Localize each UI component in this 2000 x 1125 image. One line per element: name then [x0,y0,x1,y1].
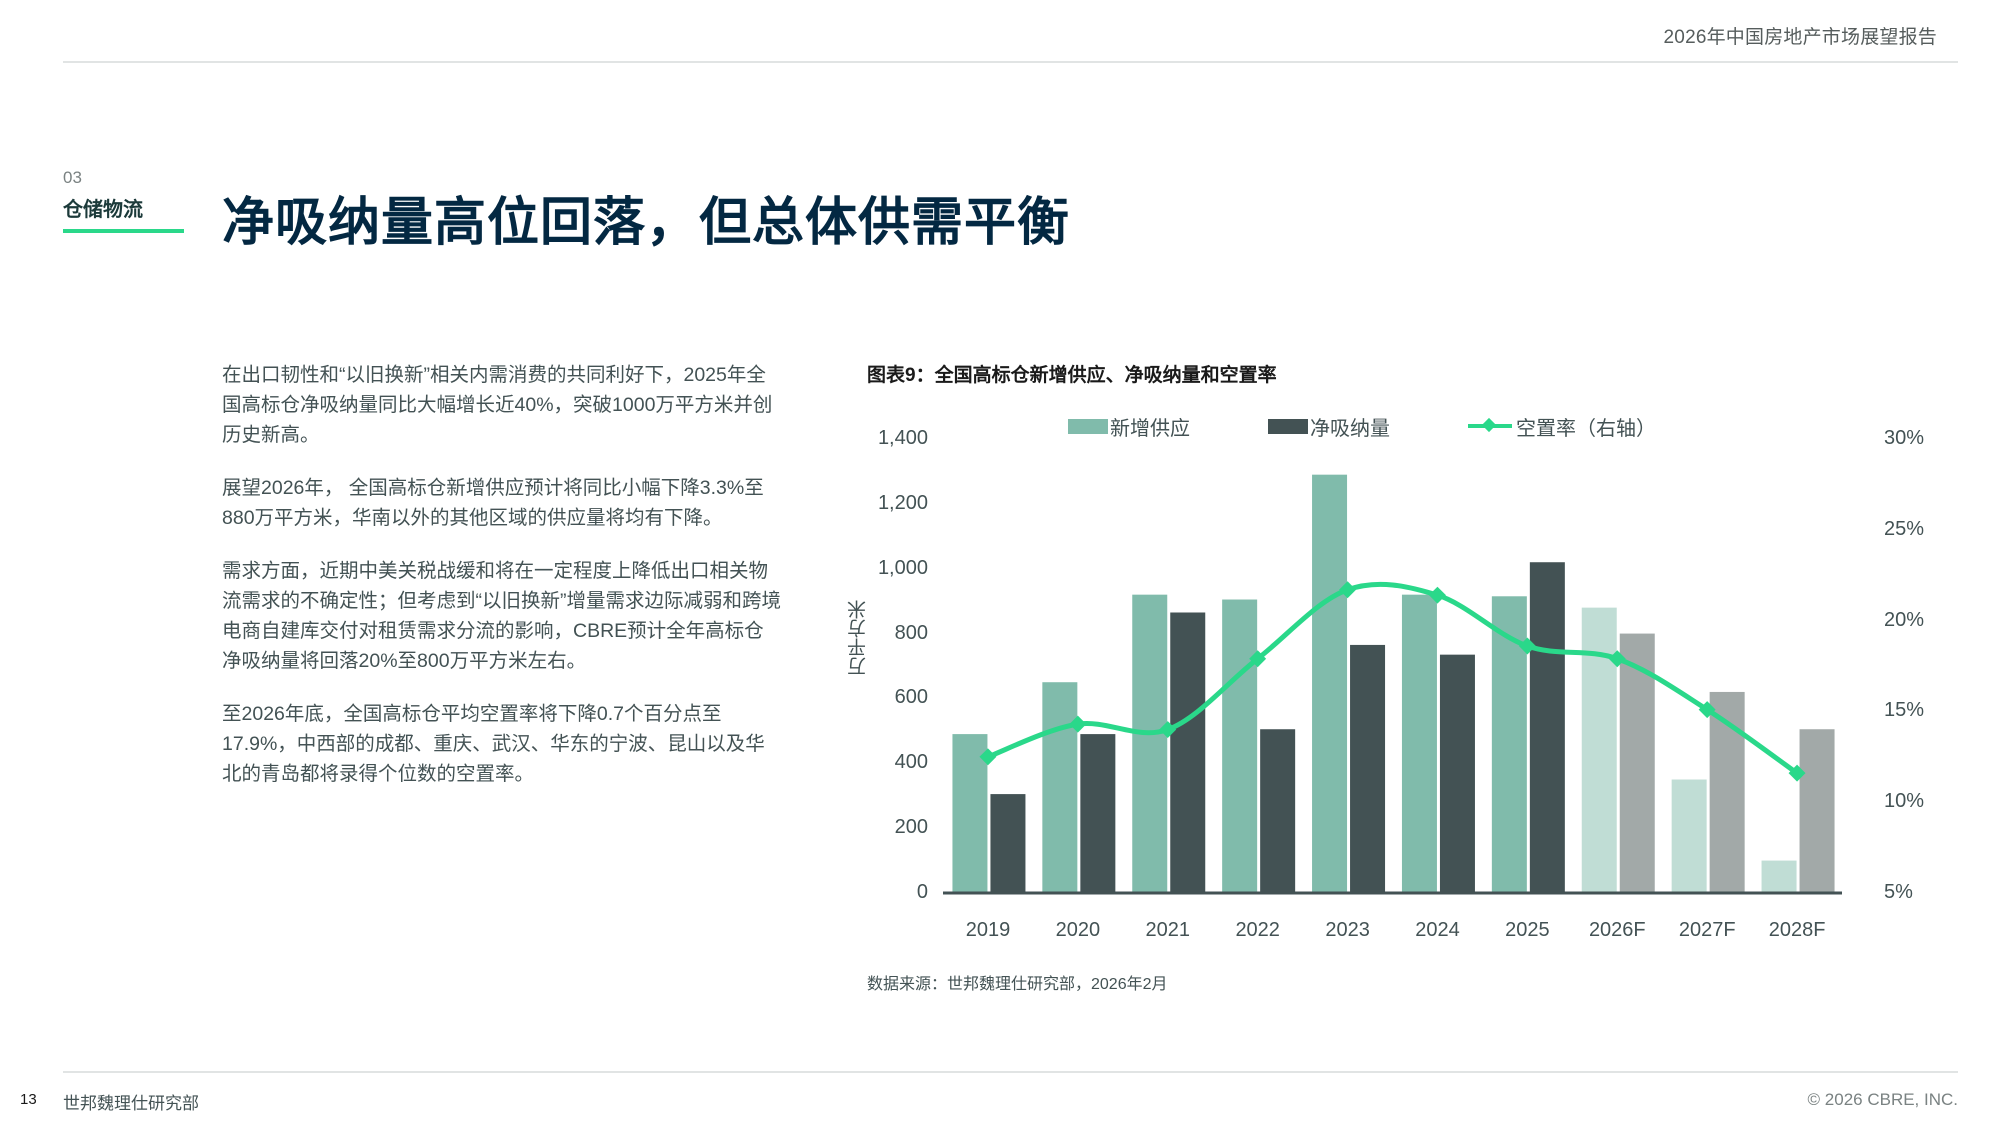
left-axis-tick: 1,400 [877,427,928,449]
y-axis-title: 万平方米 [848,600,869,676]
left-axis-tick: 200 [894,816,928,839]
page-title: 净吸纳量高位回落，但总体供需平衡 [222,192,1071,253]
right-axis-tick: 15% [1884,699,1925,722]
right-axis-tick: 20% [1884,608,1925,631]
vacancy-marker-2022 [1249,650,1267,668]
vacancy-line [987,581,1799,776]
bar-absorption-2023 [1350,644,1386,893]
left-axis-tick: 0 [916,881,928,903]
legend-item-vacancy: 空置率（右轴） [1468,412,1656,441]
bar-supply-2022 [1222,599,1258,893]
vacancy-marker-2024 [1428,586,1446,604]
bar-supply-2023 [1312,474,1348,893]
supply-swatch-icon [1068,418,1108,434]
body-paragraph: 需求方面，近期中美关税战缓和将在一定程度上降低出口相关物流需求的不确定性；但考虑… [222,560,781,672]
bar-absorption-2020 [1080,734,1116,893]
x-axis-tick: 2022 [1235,919,1280,941]
body-paragraph: 至2026年底，全国高标仓平均空置率将下降0.7个百分点至17.9%，中西部的成… [222,703,765,785]
left-axis-tick: 1,000 [877,556,928,579]
bar-supply-2025 [1491,596,1527,893]
bar-absorption-2019 [990,794,1026,893]
bar-supply-2021 [1132,594,1168,893]
vacancy-marker-2023 [1339,581,1357,599]
x-axis-tick: 2021 [1145,919,1191,941]
x-axis-tick: 2027F [1678,919,1736,941]
bar-supply-2026F [1581,607,1617,893]
vacancy-marker-2026F [1608,650,1626,668]
legend-item-absorption: 净吸纳量 [1268,412,1390,441]
absorption-swatch-icon [1268,418,1308,434]
body-paragraph: 在出口韧性和“以旧换新”相关内需消费的共同利好下，2025年全国高标仓净吸纳量同… [222,364,773,446]
bar-supply-2027F [1671,779,1707,893]
right-axis-tick: 30% [1884,427,1925,449]
right-axis-tick: 5% [1884,881,1913,903]
bar-supply-2024 [1401,594,1437,893]
left-axis-tick: 1,200 [877,491,928,514]
left-axis-tick: 800 [894,621,928,644]
x-axis-tick: 2019 [965,919,1011,941]
x-axis-tick: 2020 [1055,919,1101,941]
bar-absorption-2025 [1529,562,1565,893]
right-axis-tick: 10% [1884,790,1925,813]
section-number: 03 [63,168,82,187]
chart-legend: 新增供应 净吸纳量 空置率（右轴） [1068,415,1734,440]
body-text: 在出口韧性和“以旧换新”相关内需消费的共同利好下，2025年全国高标仓净吸纳量同… [222,360,782,812]
chart-source: 数据来源：世邦魏理仕研究部，2026年2月 [867,976,1168,993]
bar-supply-2028F [1761,860,1797,893]
legend-label: 净吸纳量 [1310,417,1390,440]
page-number: 13 [20,1091,37,1108]
x-axis-tick: 2028F [1768,919,1826,941]
vacancy-marker-2019 [979,748,997,766]
section-label: 仓储物流 [63,199,143,221]
x-axis-tick: 2023 [1325,919,1370,941]
vacancy-marker-2020 [1069,715,1087,733]
bar-absorption-2026F [1619,633,1655,893]
body-paragraph: 展望2026年， 全国高标仓新增供应预计将同比小幅下降3.3%至880万平方米，… [222,477,764,529]
footer-divider [63,1071,1958,1073]
vacancy-line-icon [1468,417,1512,433]
vacancy-marker-2021 [1159,721,1177,739]
footer-org: 世邦魏理仕研究部 [63,1094,199,1113]
bar-absorption-2021 [1170,612,1206,893]
x-axis-tick: 2024 [1415,919,1460,941]
x-axis-tick: 2025 [1505,919,1550,941]
left-axis-tick: 600 [894,686,928,709]
bar-absorption-2027F [1709,691,1745,893]
footer-copyright: © 2026 CBRE, INC. [1807,1090,1958,1109]
legend-item-supply: 新增供应 [1068,412,1190,441]
bar-absorption-2022 [1260,729,1296,893]
vacancy-marker-2028F [1788,764,1806,782]
header-divider [63,61,1958,63]
vacancy-marker-2025 [1518,637,1536,655]
x-axis-tick: 2026F [1588,919,1646,941]
bar-supply-2019 [952,734,988,893]
section-underline [63,229,184,233]
report-title: 2026年中国房地产市场展望报告 [1663,27,1937,48]
bar-absorption-2028F [1799,729,1835,893]
legend-label: 新增供应 [1110,417,1190,440]
right-axis-tick: 25% [1884,517,1925,540]
bar-supply-2020 [1042,682,1078,893]
vacancy-marker-2027F [1698,701,1716,719]
bar-absorption-2024 [1439,654,1475,893]
left-axis-tick: 400 [894,751,928,774]
legend-label: 空置率（右轴） [1516,417,1656,440]
chart-title: 图表9：全国高标仓新增供应、净吸纳量和空置率 [867,365,1277,386]
